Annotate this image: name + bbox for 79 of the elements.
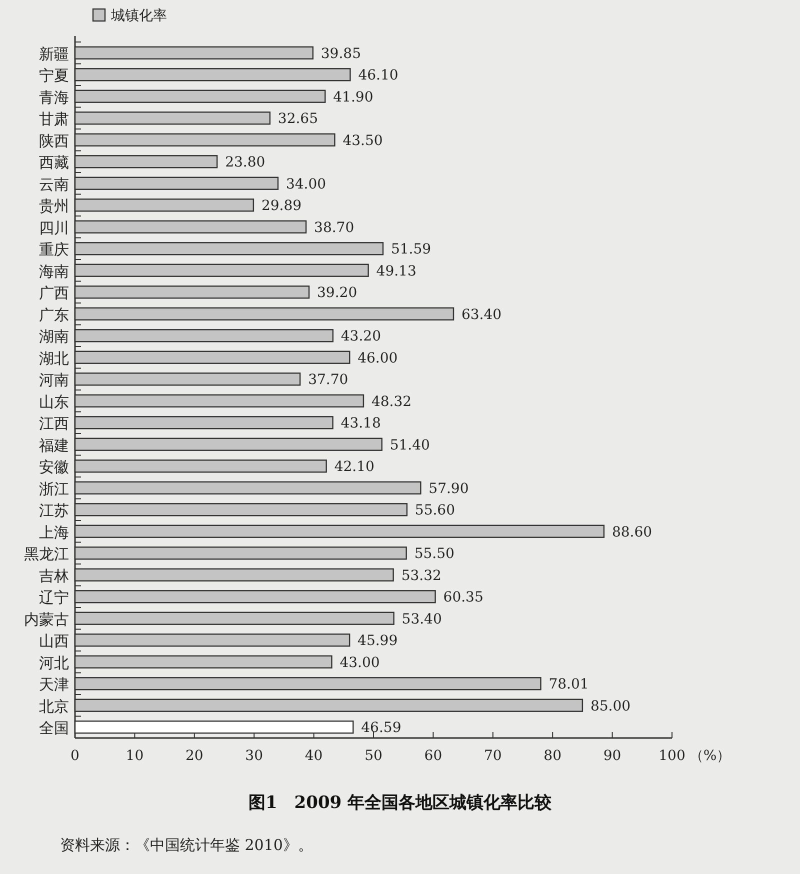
x-tick-label: 100 (658, 748, 686, 764)
x-tick-label: 40 (304, 748, 323, 764)
y-tick-label: 陕西 (39, 132, 69, 150)
data-label: 78.01 (548, 676, 589, 693)
data-label: 46.00 (358, 350, 398, 366)
y-tick-label: 全国 (39, 719, 69, 738)
y-tick-label: 黑龙江 (24, 545, 69, 564)
data-label: 38.70 (314, 220, 354, 236)
y-tick-label: 广东 (39, 306, 69, 324)
data-label: 34.00 (286, 176, 326, 192)
data-label: 37.70 (308, 372, 348, 388)
y-tick-label: 甘肃 (39, 110, 69, 128)
y-tick-label: 吉林 (39, 566, 69, 585)
data-label: 88.60 (612, 524, 652, 540)
data-label: 51.40 (390, 437, 430, 454)
x-axis-title: （%） (689, 748, 731, 764)
data-label: 43.00 (340, 654, 380, 671)
y-tick-label: 福建 (39, 436, 69, 454)
data-label: 46.59 (361, 720, 402, 736)
data-label: 49.13 (376, 263, 416, 280)
data-label: 55.50 (414, 546, 454, 562)
y-tick-label: 安徽 (39, 458, 69, 476)
y-tick-label: 上海 (39, 523, 69, 542)
x-tick-label: 10 (126, 748, 144, 764)
data-label: 43.50 (342, 132, 383, 149)
y-tick-label: 山西 (39, 632, 69, 650)
y-tick-label: 河南 (39, 371, 69, 390)
data-label: 53.32 (401, 568, 442, 584)
y-tick-label: 山东 (39, 392, 69, 411)
data-label: 39.20 (317, 285, 358, 302)
data-label: 46.10 (358, 68, 398, 84)
x-tick-label: 50 (364, 748, 382, 764)
y-tick-label: 江西 (39, 414, 69, 433)
data-label: 29.89 (261, 198, 302, 214)
data-label: 45.99 (358, 633, 398, 650)
y-tick-label: 四川 (39, 218, 69, 237)
data-label: 32.65 (278, 111, 318, 128)
x-tick-label: 0 (70, 748, 80, 764)
data-label: 43.18 (340, 416, 381, 432)
data-label: 43.20 (340, 328, 381, 345)
data-label: 57.90 (428, 480, 469, 497)
y-tick-label: 青海 (39, 88, 69, 106)
x-tick-label: 70 (484, 748, 502, 764)
x-tick-label: 90 (603, 748, 622, 764)
text: 图1 2009 年全国各地区城镇化率比较 (248, 793, 553, 813)
data-label: 41.90 (333, 89, 374, 106)
y-tick-label: 西藏 (39, 154, 69, 172)
x-tick-label: 20 (185, 748, 204, 764)
y-tick-label: 北京 (39, 697, 69, 716)
y-tick-label: 内蒙古 (24, 610, 69, 628)
y-tick-label: 河北 (39, 654, 69, 672)
y-tick-label: 湖南 (39, 328, 69, 346)
y-tick-label: 宁夏 (39, 66, 69, 85)
y-tick-label: 江苏 (39, 502, 69, 520)
data-label: 39.85 (320, 46, 361, 62)
data-label: 48.32 (371, 394, 412, 410)
y-tick-label: 重庆 (39, 240, 69, 259)
y-tick-label: 云南 (39, 175, 69, 194)
x-tick-label: 60 (424, 748, 442, 764)
y-tick-label: 新疆 (39, 44, 69, 63)
y-tick-label: 浙江 (39, 480, 69, 498)
text: 资料来源：《中国统计年鉴 2010》。 (60, 836, 313, 854)
data-label: 42.10 (334, 459, 374, 476)
y-tick-label: 海南 (39, 262, 69, 280)
data-label: 63.40 (462, 306, 502, 323)
data-label: 55.60 (414, 502, 456, 519)
y-tick-label: 贵州 (39, 197, 69, 216)
data-label: 60.35 (443, 590, 484, 606)
legend-label: 城镇化率 (110, 8, 167, 24)
y-tick-label: 天津 (39, 676, 69, 694)
y-tick-label: 辽宁 (39, 588, 69, 607)
y-tick-label: 湖北 (39, 349, 69, 368)
data-label: 51.59 (390, 242, 432, 258)
data-label: 23.80 (225, 154, 266, 171)
data-label: 85.00 (590, 698, 631, 714)
x-tick-label: 30 (245, 748, 264, 764)
data-label: 53.40 (402, 611, 442, 628)
y-tick-label: 广西 (39, 284, 69, 302)
x-tick-label: 80 (544, 748, 562, 764)
